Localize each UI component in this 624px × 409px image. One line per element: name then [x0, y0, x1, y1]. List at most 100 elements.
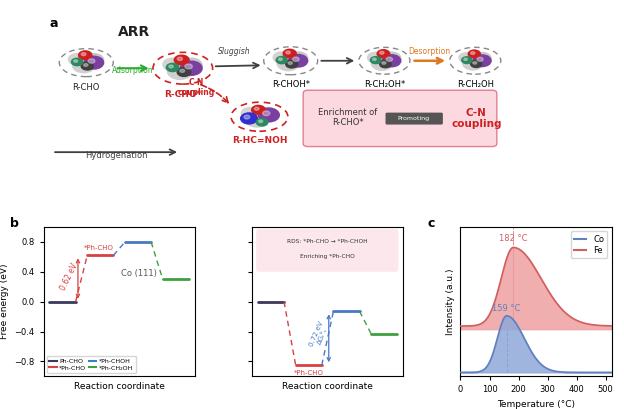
- Circle shape: [177, 67, 191, 76]
- Circle shape: [84, 54, 104, 66]
- X-axis label: Temperature (°C): Temperature (°C): [497, 400, 575, 409]
- FancyBboxPatch shape: [256, 229, 399, 272]
- Circle shape: [462, 56, 483, 70]
- Text: R-CHOH*: R-CHOH*: [271, 80, 310, 89]
- Circle shape: [373, 58, 376, 61]
- Circle shape: [88, 59, 95, 63]
- Circle shape: [258, 120, 263, 123]
- Circle shape: [163, 58, 182, 71]
- Circle shape: [379, 51, 384, 54]
- Circle shape: [277, 56, 299, 71]
- Circle shape: [288, 62, 292, 65]
- Circle shape: [81, 62, 94, 70]
- Circle shape: [69, 54, 85, 65]
- Text: R-CHO*: R-CHO*: [164, 90, 202, 99]
- Text: Sluggish: Sluggish: [218, 47, 250, 56]
- Circle shape: [251, 106, 265, 115]
- Circle shape: [244, 115, 250, 119]
- Circle shape: [289, 52, 308, 64]
- Circle shape: [383, 52, 401, 64]
- Text: b: b: [11, 217, 19, 229]
- Text: R-CHO: R-CHO: [72, 83, 100, 92]
- Circle shape: [379, 60, 391, 68]
- Circle shape: [273, 52, 290, 63]
- Text: 0.72 eV
ΔGᵣᵇₛ: 0.72 eV ΔGᵣᵇₛ: [308, 320, 331, 350]
- Text: Promoting: Promoting: [398, 116, 430, 121]
- Circle shape: [289, 54, 308, 67]
- Circle shape: [276, 56, 287, 64]
- Circle shape: [382, 62, 386, 64]
- Circle shape: [72, 58, 95, 73]
- Text: R-CH₂OH*: R-CH₂OH*: [364, 80, 405, 89]
- Circle shape: [462, 57, 472, 63]
- Circle shape: [470, 60, 482, 67]
- Text: RDS: *Ph-CHO → *Ph-CHOH: RDS: *Ph-CHO → *Ph-CHOH: [287, 239, 368, 244]
- Circle shape: [474, 52, 491, 64]
- Text: R-HC=NOH: R-HC=NOH: [232, 136, 287, 145]
- Text: Hydrogenation: Hydrogenation: [85, 151, 148, 160]
- Circle shape: [386, 57, 392, 61]
- Circle shape: [368, 52, 384, 63]
- Circle shape: [377, 49, 390, 58]
- Circle shape: [278, 58, 282, 61]
- Text: 0.62 eV: 0.62 eV: [58, 262, 79, 292]
- FancyBboxPatch shape: [303, 90, 497, 146]
- Circle shape: [286, 51, 290, 54]
- Circle shape: [74, 60, 77, 62]
- Circle shape: [255, 107, 259, 110]
- Circle shape: [245, 112, 268, 127]
- Circle shape: [81, 53, 86, 56]
- Text: R-CHO*: R-CHO*: [332, 118, 363, 127]
- Circle shape: [241, 113, 257, 124]
- Circle shape: [474, 55, 491, 67]
- Text: Co (111): Co (111): [121, 269, 157, 278]
- Circle shape: [256, 119, 268, 126]
- Circle shape: [371, 56, 381, 64]
- Legend: Ph-CHO, *Ph-CHO, *Ph-CHOH, *Ph-CH₂OH: Ph-CHO, *Ph-CHO, *Ph-CHOH, *Ph-CH₂OH: [47, 356, 136, 373]
- Text: Enriching *Ph-CHO: Enriching *Ph-CHO: [300, 254, 355, 258]
- Circle shape: [84, 63, 88, 66]
- Circle shape: [283, 49, 296, 58]
- Text: 159 °C: 159 °C: [492, 303, 521, 312]
- Circle shape: [371, 56, 392, 70]
- Circle shape: [174, 55, 189, 65]
- Y-axis label: Free energy (eV): Free energy (eV): [0, 264, 9, 339]
- Legend: Co, Fe: Co, Fe: [570, 231, 607, 258]
- X-axis label: Reaction coordinate: Reaction coordinate: [282, 382, 373, 391]
- Text: 182 °C: 182 °C: [499, 234, 528, 243]
- Circle shape: [258, 108, 280, 122]
- Text: ARR: ARR: [119, 25, 150, 39]
- Circle shape: [477, 57, 483, 61]
- Circle shape: [180, 58, 202, 72]
- Text: C-N
coupling: C-N coupling: [451, 108, 502, 129]
- Text: *Ph-CHO: *Ph-CHO: [294, 370, 324, 376]
- Circle shape: [293, 57, 299, 61]
- Circle shape: [180, 69, 185, 72]
- Text: Adsorption: Adsorption: [112, 66, 154, 75]
- Text: c: c: [427, 217, 435, 229]
- Text: *Ph-CHO: *Ph-CHO: [84, 245, 114, 251]
- Circle shape: [180, 61, 202, 75]
- Text: Enrichment of: Enrichment of: [318, 108, 377, 117]
- Circle shape: [241, 108, 259, 119]
- Circle shape: [473, 62, 477, 64]
- FancyBboxPatch shape: [386, 112, 443, 125]
- Circle shape: [263, 111, 270, 116]
- Text: C-N
coupling: C-N coupling: [177, 78, 215, 97]
- Circle shape: [464, 58, 467, 61]
- Circle shape: [185, 64, 192, 69]
- Circle shape: [79, 51, 92, 60]
- Circle shape: [167, 63, 179, 72]
- X-axis label: Reaction coordinate: Reaction coordinate: [74, 382, 165, 391]
- Text: a: a: [49, 17, 58, 30]
- Circle shape: [257, 108, 277, 121]
- Text: R-CH₂OH: R-CH₂OH: [457, 80, 494, 89]
- Circle shape: [167, 63, 192, 79]
- Circle shape: [470, 52, 475, 54]
- Circle shape: [169, 65, 173, 68]
- Text: Fe (110): Fe (110): [359, 234, 396, 243]
- Circle shape: [84, 56, 104, 69]
- Text: Desorption: Desorption: [409, 47, 451, 56]
- Circle shape: [468, 50, 480, 58]
- Circle shape: [177, 57, 182, 61]
